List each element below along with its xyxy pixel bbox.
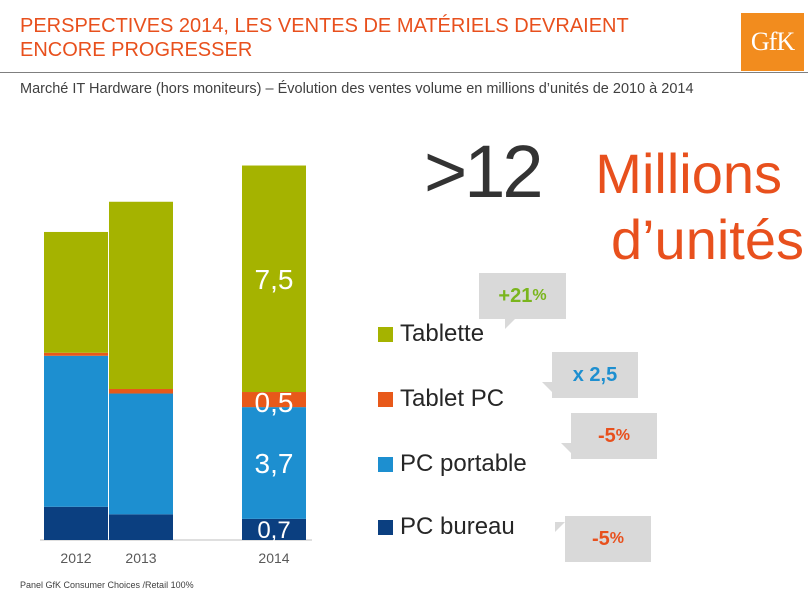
data-label-2014-pc-bureau: 0,7 <box>257 517 290 544</box>
headline-unit-line-2: d’unités <box>610 208 804 271</box>
bar-2013-tablette <box>109 201 173 389</box>
legend-label-pc-portable: PC portable <box>400 450 527 477</box>
x-tick-label-2012: 2012 <box>60 550 91 566</box>
slide-title-line-2: ENCORE PROGRESSER <box>20 39 253 61</box>
callout-tablet-pc-tail <box>542 382 552 392</box>
callout-pc-portable-pct: % <box>615 427 631 444</box>
bar-2014-pc-portable <box>242 407 306 519</box>
bar-2012-pc-bureau <box>44 506 108 540</box>
callout-pc-portable-value: -5 <box>597 424 616 447</box>
legend-item-tablette: Tablette <box>378 320 484 348</box>
legend-label-tablette: Tablette <box>400 320 485 347</box>
slide-title: PERSPECTIVES 2014, LES VENTES DE MATÉRIE… <box>20 14 720 62</box>
data-label-2014-tablet-pc: 0,5 <box>255 387 294 418</box>
bar-2014-tablet-pc <box>242 392 306 408</box>
headline-unit-line-1: Millions <box>595 142 782 205</box>
callout-pc-bureau: -5% <box>555 516 651 562</box>
header-divider <box>0 72 808 73</box>
bar-2012-tablet-pc <box>44 352 108 356</box>
gfk-logo: GfK <box>741 13 804 71</box>
x-tick-label-2013: 2013 <box>125 550 156 566</box>
legend-label-tablet-pc: Tablet PC <box>400 385 505 412</box>
callout-pc-bureau-pct: % <box>609 530 625 547</box>
bar-2013-tablet-pc <box>109 389 173 394</box>
callout-tablet-pc: x 2,5 <box>542 352 638 398</box>
callout-pc-portable: -5% <box>561 413 657 459</box>
legend-item-pc-bureau: PC bureau <box>378 513 515 541</box>
x-tick-label-2014: 2014 <box>258 550 289 566</box>
legend-item-pc-portable: PC portable <box>378 450 527 478</box>
bar-2013-pc-portable <box>109 393 173 515</box>
bar-2012-tablette <box>44 231 108 353</box>
callout-tablet-pc-value: x 2,5 <box>572 363 618 386</box>
callout-tablette-value: +21 <box>498 284 533 307</box>
legend-item-tablet-pc: Tablet PC <box>378 385 504 413</box>
legend-label-pc-bureau: PC bureau <box>400 513 515 540</box>
bar-2012-pc-portable <box>44 355 108 507</box>
callout-pc-bureau-tail <box>555 522 565 532</box>
data-label-2014-pc-portable: 3,7 <box>255 448 294 479</box>
callout-tablette: +21% <box>479 273 566 329</box>
bar-2013-pc-bureau <box>109 514 173 540</box>
bar-2014-tablette <box>242 165 306 393</box>
chart-subtitle: Marché IT Hardware (hors moniteurs) – Év… <box>20 81 694 97</box>
headline-number: >12 <box>424 130 544 213</box>
legend-swatch-pc-portable <box>378 456 393 472</box>
legend-swatch-tablet-pc <box>378 391 393 407</box>
slide-title-line-1: PERSPECTIVES 2014, LES VENTES DE MATÉRIE… <box>20 15 629 37</box>
callout-pc-portable-tail <box>561 443 571 453</box>
legend-swatch-pc-bureau <box>378 519 393 535</box>
legend-swatch-tablette <box>378 326 393 342</box>
callout-tablette-pct: % <box>532 287 547 304</box>
source-footnote: Panel GfK Consumer Choices /Retail 100% <box>20 580 194 590</box>
callout-pc-bureau-value: -5 <box>591 527 610 550</box>
callout-tablette-tail <box>505 319 515 329</box>
data-label-2014-tablette: 7,5 <box>255 264 294 295</box>
bar-2014-pc-bureau <box>242 518 306 540</box>
